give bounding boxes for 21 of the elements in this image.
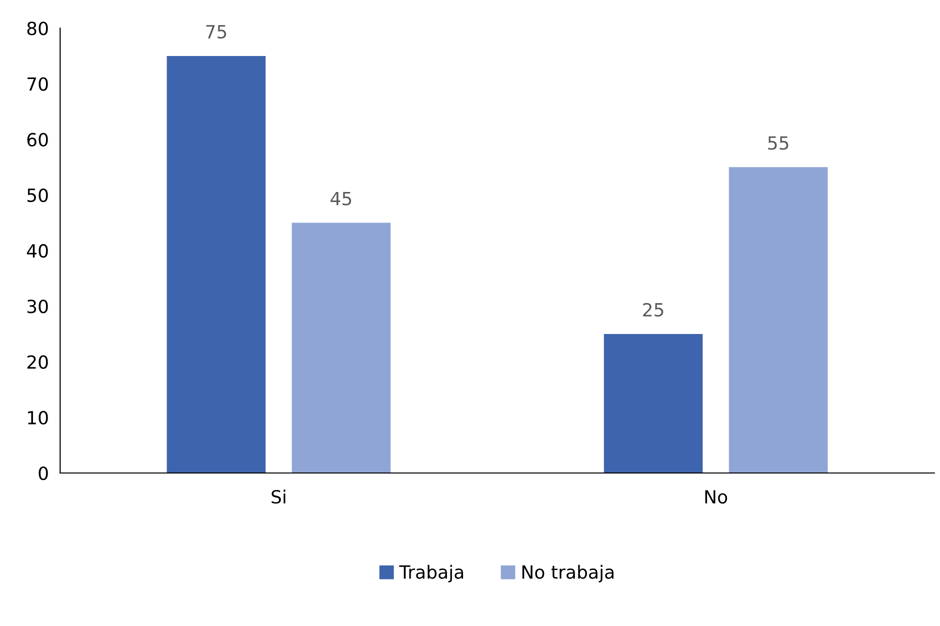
data-label: 55 [768, 136, 788, 150]
y-tick-label: 60 [27, 132, 48, 146]
y-tick-label: 0 [38, 466, 48, 480]
data-label: 75 [206, 25, 226, 39]
y-tick-label: 40 [26, 244, 48, 258]
y-tick-label: 50 [27, 188, 48, 202]
bar [292, 222, 391, 474]
y-tick-label: 20 [27, 355, 48, 369]
data-label: 45 [330, 192, 352, 206]
y-tick-label: 70 [28, 77, 48, 91]
y-tick-label: 80 [27, 22, 48, 36]
y-tick-label: 10 [28, 410, 48, 425]
bar [728, 167, 828, 474]
x-tick-label: Si [272, 490, 286, 504]
bar [166, 56, 266, 474]
bar [604, 334, 703, 474]
legend-label: No trabaja [522, 564, 614, 582]
x-tick-label: No [705, 490, 728, 504]
data-label: 25 [643, 302, 664, 317]
legend-label: Trabaja [399, 564, 464, 582]
y-tick-label: 30 [27, 300, 48, 314]
